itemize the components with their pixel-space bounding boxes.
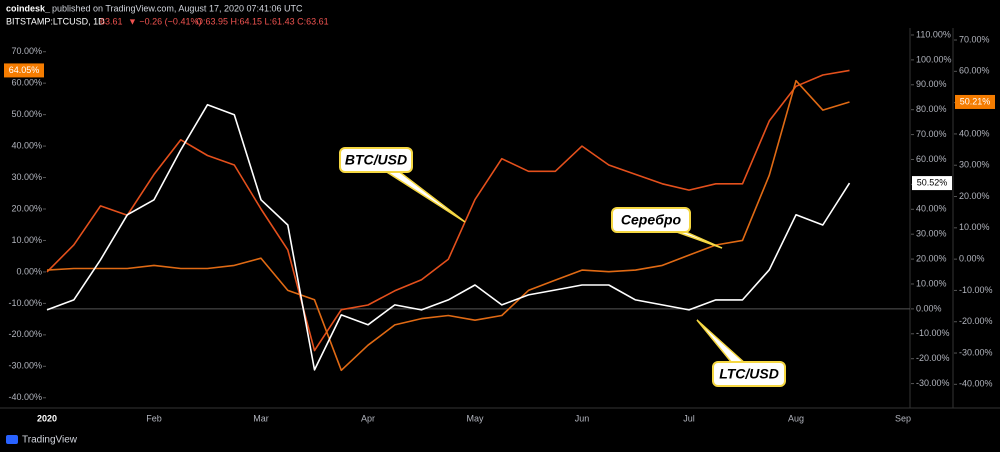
y-tick-label: 60.00% — [11, 78, 42, 88]
y-tick-label: 50.00% — [11, 109, 42, 119]
callout-box — [611, 207, 691, 233]
y2-tick-label: 100.00% — [916, 54, 952, 64]
logo-icon — [6, 435, 18, 444]
y3-tick-label: 10.00% — [959, 222, 990, 232]
last-value-label: 50.21% — [960, 96, 991, 106]
series-line — [46, 69, 850, 352]
x-tick-label: 2020 — [37, 413, 57, 423]
y3-tick-label: 30.00% — [959, 160, 990, 170]
footer: TradingView — [22, 435, 78, 446]
y3-tick-label: 40.00% — [959, 128, 990, 138]
y-tick-label: -20.00% — [8, 329, 42, 339]
y2-tick-label: 110.00% — [916, 29, 951, 39]
x-tick-label: Sep — [895, 413, 911, 423]
legend-label: BTC/USD — [345, 152, 407, 168]
legend-label: Серебро — [621, 212, 682, 228]
y-tick-label: -30.00% — [8, 361, 42, 371]
x-tick-label: Jul — [683, 413, 695, 423]
price: 63.61 — [100, 16, 123, 26]
y-tick-label: 30.00% — [11, 172, 42, 182]
legend-label: LTC/USD — [719, 366, 779, 382]
y3-tick-label: 0.00% — [959, 254, 985, 264]
x-tick-label: Mar — [253, 413, 269, 423]
y2-tick-label: 90.00% — [916, 79, 947, 89]
footer-logo: TradingView — [6, 435, 78, 446]
y3-tick-label: 20.00% — [959, 191, 990, 201]
y3-tick-label: 60.00% — [959, 66, 990, 76]
y-tick-label: 10.00% — [11, 235, 42, 245]
y3-tick-label: -30.00% — [959, 347, 993, 357]
symbol: BITSTAMP:LTCUSD, 1D — [6, 16, 105, 26]
callout-box — [339, 147, 413, 173]
y2-tick-label: -20.00% — [916, 353, 950, 363]
y2-tick-label: -30.00% — [916, 378, 950, 388]
y2-tick-label: 0.00% — [916, 303, 942, 313]
y2-tick-label: 80.00% — [916, 104, 947, 114]
y-tick-label: 40.00% — [11, 140, 42, 150]
y2-tick-label: 20.00% — [916, 253, 947, 263]
x-tick-label: Apr — [361, 413, 375, 423]
y2-tick-label: 40.00% — [916, 204, 947, 214]
published: published on TradingView.com, August 17,… — [52, 3, 303, 13]
y3-tick-label: -40.00% — [959, 379, 993, 389]
callout-box — [712, 361, 786, 387]
callout: LTC/USD — [696, 319, 786, 387]
y2-tick-label: 60.00% — [916, 154, 947, 164]
y-tick-label: 20.00% — [11, 203, 42, 213]
y2-tick-label: 30.00% — [916, 229, 947, 239]
y3-tick-label: 70.00% — [959, 34, 990, 44]
callout: Серебро — [611, 207, 723, 249]
last-value-label: 50.52% — [917, 177, 948, 187]
y2-tick-label: 70.00% — [916, 129, 947, 139]
last-value-tag — [955, 94, 995, 109]
callout: BTC/USD — [339, 147, 466, 223]
y3-tick-label: -10.00% — [959, 285, 993, 295]
x-tick-label: Jun — [575, 413, 590, 423]
y3-tick-label: -20.00% — [959, 316, 993, 326]
y-tick-label: 70.00% — [11, 46, 42, 56]
x-tick-label: Aug — [788, 413, 804, 423]
author: coindesk_ — [6, 3, 51, 13]
y-tick-label: -40.00% — [8, 392, 42, 402]
y2-tick-label: 10.00% — [916, 278, 947, 288]
y-tick-label: 0.00% — [16, 266, 42, 276]
change: ▼ −0.26 (−0.41%) — [128, 16, 201, 26]
last-value-tag — [912, 176, 952, 191]
y2-tick-label: -10.00% — [916, 328, 950, 338]
ohlc: O:63.95 H:64.15 L:61.43 C:63.61 — [196, 16, 329, 26]
last-value-tag — [4, 63, 44, 78]
y-tick-label: -10.00% — [8, 298, 42, 308]
x-tick-label: May — [466, 413, 484, 423]
series-line — [46, 103, 851, 371]
last-value-label: 64.05% — [9, 65, 40, 75]
x-tick-label: Feb — [146, 413, 162, 423]
